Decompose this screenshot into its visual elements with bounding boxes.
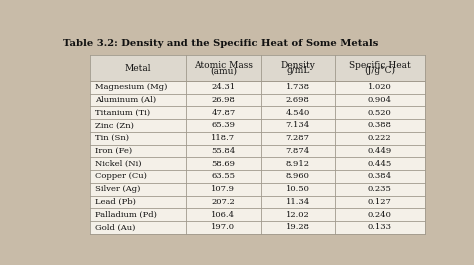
Text: Density: Density [280,61,315,70]
Text: (J/g°C): (J/g°C) [364,66,395,75]
Text: 0.384: 0.384 [367,173,392,180]
Text: 0.240: 0.240 [368,211,392,219]
Text: 0.520: 0.520 [368,109,392,117]
Text: 0.445: 0.445 [367,160,392,168]
Text: g/mL: g/mL [286,66,310,75]
Text: 7.287: 7.287 [286,134,310,142]
Text: Specific Heat: Specific Heat [349,61,410,70]
Text: Copper (Cu): Copper (Cu) [95,173,147,180]
Bar [91,170,425,183]
Bar [91,106,425,119]
Text: 2.698: 2.698 [286,96,310,104]
Text: 65.39: 65.39 [211,121,236,129]
Text: Table 3.2: Density and the Specific Heat of Some Metals: Table 3.2: Density and the Specific Heat… [63,39,378,48]
Text: 118.7: 118.7 [211,134,236,142]
Bar [91,55,425,234]
Bar [91,144,425,157]
Bar [91,157,425,170]
Text: 26.98: 26.98 [211,96,235,104]
Text: 8.912: 8.912 [286,160,310,168]
Text: Gold (Au): Gold (Au) [95,223,135,231]
Text: Tin (Sn): Tin (Sn) [95,134,129,142]
Text: 19.28: 19.28 [286,223,310,231]
Text: 24.31: 24.31 [211,83,236,91]
Text: Nickel (Ni): Nickel (Ni) [95,160,141,168]
Text: Titanium (Ti): Titanium (Ti) [95,109,150,117]
Text: Zinc (Zn): Zinc (Zn) [95,121,134,129]
Bar [91,208,425,221]
Text: 4.540: 4.540 [286,109,310,117]
Text: 0.904: 0.904 [368,96,392,104]
Text: 0.388: 0.388 [368,121,392,129]
Text: 55.84: 55.84 [211,147,236,155]
Text: Magnesium (Mg): Magnesium (Mg) [95,83,167,91]
Bar [91,183,425,196]
Text: (amu): (amu) [210,66,237,75]
Text: 58.69: 58.69 [211,160,236,168]
Text: 106.4: 106.4 [211,211,236,219]
Bar [91,119,425,132]
Bar [91,94,425,106]
Text: 207.2: 207.2 [211,198,235,206]
Text: 47.87: 47.87 [211,109,236,117]
Text: 0.235: 0.235 [368,185,392,193]
Text: Lead (Pb): Lead (Pb) [95,198,136,206]
Bar [91,55,425,81]
Text: 197.0: 197.0 [211,223,236,231]
Text: 63.55: 63.55 [211,173,236,180]
Text: 0.222: 0.222 [368,134,392,142]
Text: Iron (Fe): Iron (Fe) [95,147,132,155]
Bar [91,196,425,208]
Text: Atomic Mass: Atomic Mass [194,61,253,70]
Text: 1.020: 1.020 [368,83,392,91]
Text: 0.449: 0.449 [367,147,392,155]
Text: 10.50: 10.50 [286,185,310,193]
Text: 7.874: 7.874 [286,147,310,155]
Text: 0.127: 0.127 [368,198,392,206]
Text: Silver (Ag): Silver (Ag) [95,185,140,193]
Bar [91,221,425,234]
Text: Aluminum (Al): Aluminum (Al) [95,96,156,104]
Text: 12.02: 12.02 [286,211,310,219]
Text: Palladium (Pd): Palladium (Pd) [95,211,157,219]
Text: 11.34: 11.34 [286,198,310,206]
Text: 107.9: 107.9 [211,185,236,193]
Bar [91,132,425,144]
Text: 7.134: 7.134 [286,121,310,129]
Text: 0.133: 0.133 [368,223,392,231]
Text: 1.738: 1.738 [286,83,310,91]
Bar [91,81,425,94]
Text: Metal: Metal [125,64,151,73]
Text: 8.960: 8.960 [286,173,310,180]
